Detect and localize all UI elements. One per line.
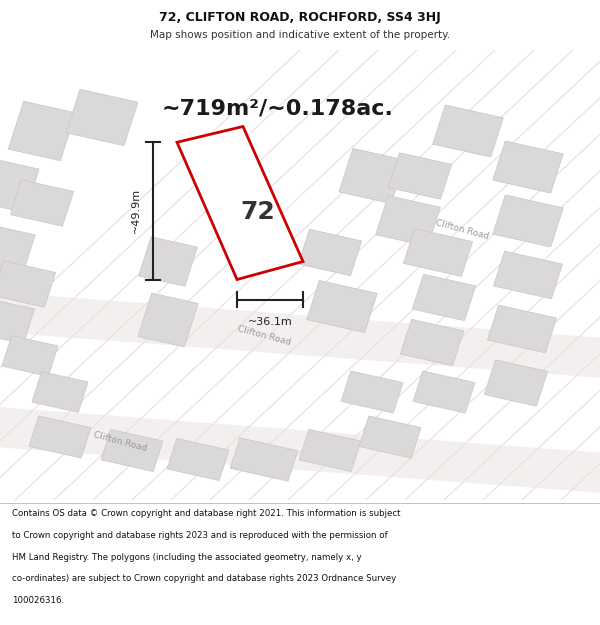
Polygon shape [359,416,421,458]
Text: co-ordinates) are subject to Crown copyright and database rights 2023 Ordnance S: co-ordinates) are subject to Crown copyr… [12,574,396,583]
Text: 100026316.: 100026316. [12,596,64,605]
Bar [0,0,600,50]
Text: Clifton Road: Clifton Road [92,430,148,453]
Polygon shape [341,371,403,413]
Text: Contains OS data © Crown copyright and database right 2021. This information is : Contains OS data © Crown copyright and d… [12,509,401,518]
Polygon shape [167,439,229,481]
Polygon shape [400,319,464,366]
Text: 72: 72 [241,201,275,224]
Polygon shape [0,296,35,344]
Polygon shape [487,305,557,353]
Text: Clifton Road: Clifton Road [236,324,292,348]
Polygon shape [339,149,405,204]
Polygon shape [0,290,600,380]
Text: ~49.9m: ~49.9m [131,188,141,233]
Polygon shape [29,416,91,458]
Polygon shape [0,158,39,212]
Polygon shape [230,438,298,481]
Polygon shape [8,101,76,161]
Polygon shape [10,180,74,226]
Polygon shape [484,360,548,406]
Polygon shape [412,274,476,321]
Polygon shape [0,261,56,308]
Text: Map shows position and indicative extent of the property.: Map shows position and indicative extent… [150,30,450,40]
Polygon shape [493,195,563,247]
Polygon shape [298,229,362,276]
Polygon shape [177,126,303,279]
Text: HM Land Registry. The polygons (including the associated geometry, namely x, y: HM Land Registry. The polygons (includin… [12,552,362,561]
Polygon shape [413,371,475,413]
Polygon shape [138,293,198,347]
Polygon shape [307,281,377,332]
Polygon shape [66,89,138,146]
Polygon shape [0,405,600,495]
Text: ~36.1m: ~36.1m [248,317,292,327]
Text: to Crown copyright and database rights 2023 and is reproduced with the permissio: to Crown copyright and database rights 2… [12,531,388,539]
Polygon shape [388,152,452,199]
Polygon shape [2,336,58,376]
Polygon shape [493,141,563,193]
Polygon shape [493,251,563,299]
Polygon shape [32,372,88,413]
Text: ~719m²/~0.178ac.: ~719m²/~0.178ac. [162,99,394,119]
Polygon shape [139,237,197,286]
Polygon shape [376,196,440,246]
Polygon shape [299,429,361,471]
Text: Clifton Road: Clifton Road [434,219,490,241]
Polygon shape [101,429,163,471]
Polygon shape [0,222,35,274]
Polygon shape [403,229,473,276]
Polygon shape [433,105,503,157]
Text: 72, CLIFTON ROAD, ROCHFORD, SS4 3HJ: 72, CLIFTON ROAD, ROCHFORD, SS4 3HJ [159,11,441,24]
